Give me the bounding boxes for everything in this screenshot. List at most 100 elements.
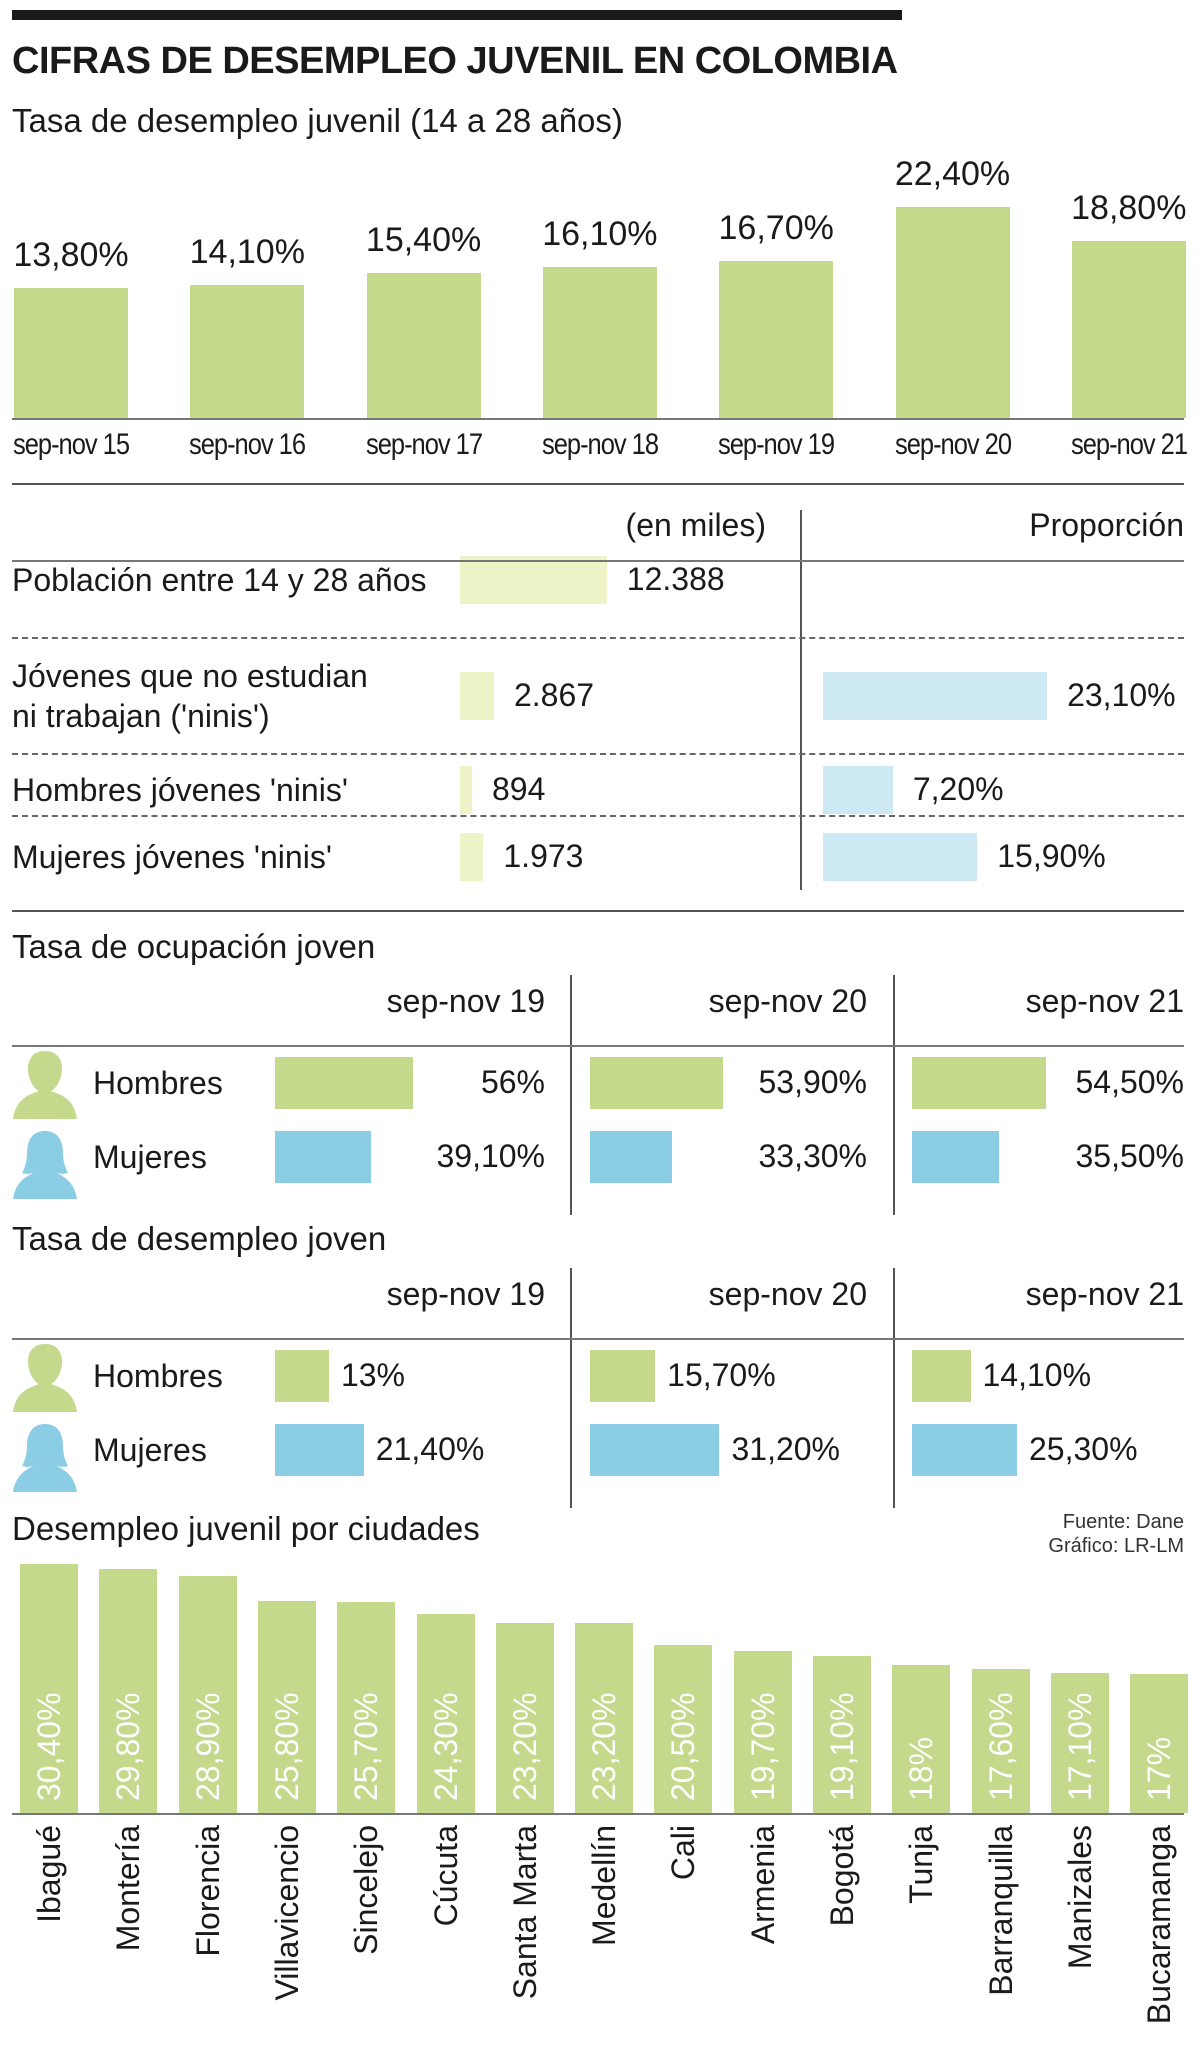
page-title: CIFRAS DE DESEMPLEO JUVENIL EN COLOMBIA <box>12 40 898 82</box>
bar <box>912 1424 1017 1476</box>
man-avatar-icon <box>13 1344 77 1412</box>
header-rule <box>12 1338 1184 1340</box>
bar <box>542 266 657 418</box>
bar <box>590 1131 672 1183</box>
bar <box>275 1057 413 1109</box>
bar-value-label: 18,80% <box>1071 189 1187 228</box>
bar <box>178 1576 237 1813</box>
header-rule <box>12 1045 1184 1047</box>
category-label: Sincelejo <box>348 1825 385 1955</box>
row-label: Jóvenes que no estudian ni trabajan ('nin… <box>12 656 368 736</box>
top-bar <box>12 10 902 20</box>
section1-title: Tasa de desempleo juvenil (14 a 28 años) <box>12 102 623 139</box>
bar-value-label: 2.867 <box>513 677 595 713</box>
category-label: Barranquilla <box>982 1825 1019 1996</box>
bar <box>912 1057 1047 1109</box>
period-header: sep-nov 21 <box>1025 983 1184 1019</box>
ocupacion-table: sep-nov 19 sep-nov 20 sep-nov 21 Hombres 56%… <box>0 975 1200 1215</box>
col-header-proporcion: Proporción <box>1029 507 1184 543</box>
bar-value-label: 894 <box>492 771 546 807</box>
bar-value-label: 13% <box>340 1357 405 1393</box>
woman-avatar-icon <box>13 1131 77 1199</box>
divider <box>12 483 1184 485</box>
bar-value-label: 30,40% <box>31 1692 67 1801</box>
column-divider <box>893 1268 895 1508</box>
bar-value-label: 23,10% <box>1067 677 1176 713</box>
bar-value-label: 7,20% <box>912 771 1004 807</box>
row-divider <box>12 637 1184 639</box>
row-label-line: Jóvenes que no estudian <box>12 658 368 694</box>
category-label: sep-nov 21 <box>1070 428 1188 461</box>
row-label: Mujeres jóvenes 'ninis' <box>12 837 332 877</box>
bar-value-label: 17,60% <box>982 1692 1019 1801</box>
bar-value-label: 17% <box>1141 1736 1178 1801</box>
bar <box>1130 1673 1189 1813</box>
bar <box>275 1350 329 1402</box>
period-header: sep-nov 19 <box>386 983 545 1019</box>
category-label: Cúcuta <box>427 1825 464 1927</box>
man-avatar-icon <box>13 1051 77 1119</box>
bar-value-label: 20,50% <box>665 1692 702 1801</box>
bar <box>1050 1672 1109 1813</box>
category-label: Tunja <box>903 1825 940 1904</box>
category-label: Cali <box>665 1825 702 1881</box>
group-label: Hombres <box>93 1065 223 1101</box>
row-label-line: Población entre 14 y 28 años <box>12 562 427 598</box>
graphic-credit-line: Gráfico: LR-LM <box>1048 1535 1184 1557</box>
ciudades-chart: 30,40% Ibagué 29,80% Montería 28,90% Florenci… <box>0 1540 1200 2046</box>
category-label: sep-nov 19 <box>718 428 835 461</box>
bar-value-label: 22,40% <box>894 155 1011 194</box>
bar <box>460 556 607 604</box>
woman-avatar-icon <box>13 1424 77 1492</box>
bar <box>590 1350 656 1402</box>
bar <box>590 1424 720 1476</box>
bar <box>813 1656 871 1813</box>
bar-value-label: 17,10% <box>1061 1692 1098 1801</box>
bar <box>823 766 893 814</box>
bar-value-label: 15,90% <box>997 838 1106 874</box>
bar-value-label: 28,90% <box>189 1692 226 1801</box>
row-divider <box>12 815 1184 817</box>
bar <box>733 1651 792 1813</box>
bar-value-label: 16,70% <box>718 209 834 248</box>
group-label: Hombres <box>93 1358 223 1394</box>
header-rule <box>12 560 1184 562</box>
bar <box>257 1601 316 1813</box>
divider <box>12 910 1184 912</box>
bar-value-label: 15,70% <box>667 1357 776 1393</box>
column-divider <box>570 1268 572 1508</box>
bar <box>460 833 484 881</box>
bar-value-label: 18% <box>903 1736 940 1801</box>
bar-value-label: 13,80% <box>13 236 129 275</box>
category-label: Ibagué <box>31 1825 67 1923</box>
category-label: Villavicencio <box>268 1825 305 2001</box>
row-label: Población entre 14 y 28 años <box>12 560 427 600</box>
bar <box>460 672 494 720</box>
bar <box>416 1613 475 1813</box>
category-label: Medellín <box>586 1825 623 1946</box>
category-label: Bucaramanga <box>1141 1825 1178 2025</box>
category-label: Armenia <box>744 1825 781 1945</box>
category-label: sep-nov 18 <box>541 428 659 461</box>
category-label: Montería <box>110 1825 147 1952</box>
bar <box>912 1131 1000 1183</box>
column-divider <box>570 975 572 1215</box>
baseline <box>12 418 1184 420</box>
bar <box>892 1665 951 1813</box>
period-header: sep-nov 20 <box>708 1276 867 1312</box>
bar <box>575 1622 634 1813</box>
row-label-line: Hombres jóvenes 'ninis' <box>12 772 348 808</box>
bar-value-label: 23,20% <box>506 1692 543 1801</box>
bar-value-label: 39,10% <box>436 1138 545 1174</box>
bar-value-label: 25,30% <box>1028 1431 1138 1467</box>
bar-value-label: 14,10% <box>982 1357 1092 1393</box>
column-divider <box>800 510 802 890</box>
bar-value-label: 29,80% <box>110 1692 147 1801</box>
bar <box>495 1622 554 1813</box>
section4-title: Tasa de desempleo joven <box>12 1220 387 1257</box>
bar <box>895 207 1010 418</box>
bar <box>823 833 978 881</box>
bar-value-label: 24,30% <box>427 1692 464 1801</box>
bar-value-label: 16,10% <box>542 214 658 253</box>
